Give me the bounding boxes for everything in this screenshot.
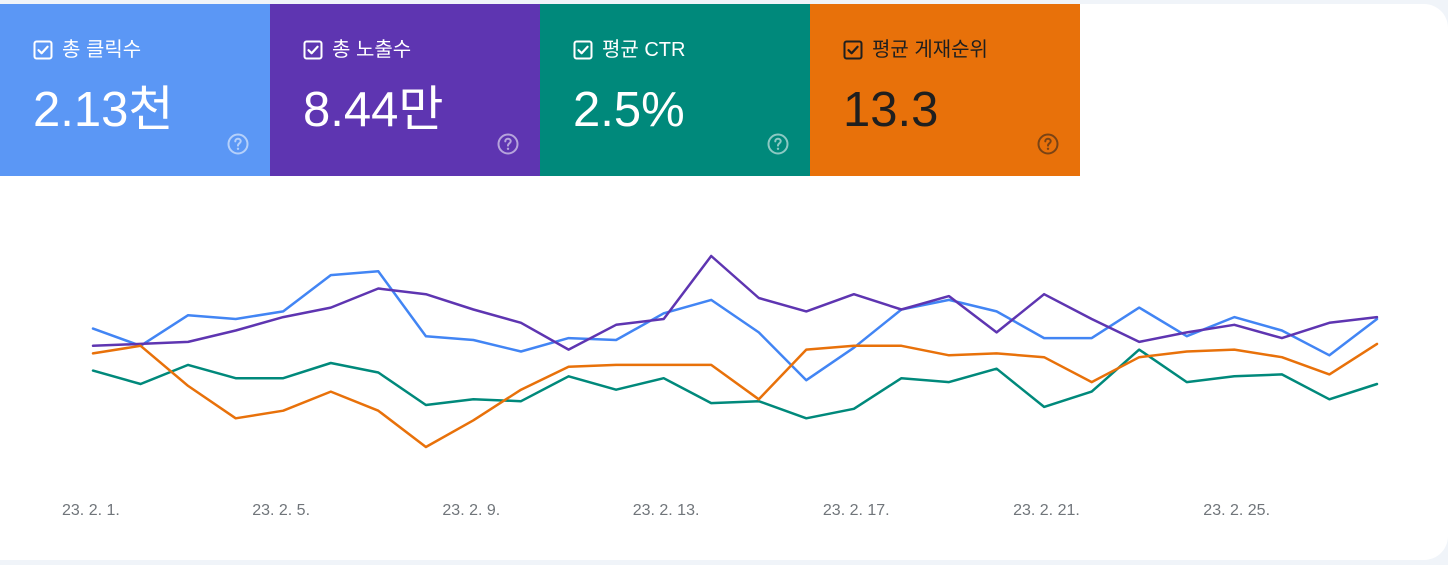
metric-label: 평균 게재순위	[872, 39, 988, 61]
x-tick-label: 23. 2. 9.	[442, 502, 500, 519]
metric-value: 8.44만	[303, 83, 444, 137]
metric-tile-total-impressions[interactable]: 총 노출수 8.44만	[270, 4, 540, 176]
metric-label: 평균 CTR	[602, 39, 686, 61]
metric-value: 2.13천	[33, 83, 174, 137]
metric-label: 총 클릭수	[62, 39, 142, 61]
x-tick-label: 23. 2. 13.	[633, 502, 700, 519]
metric-tile-total-clicks[interactable]: 총 클릭수 2.13천	[0, 4, 270, 176]
help-circle-icon[interactable]	[1036, 132, 1060, 156]
help-circle-icon[interactable]	[496, 132, 520, 156]
metric-tile-average-position[interactable]: 평균 게재순위 13.3	[810, 4, 1080, 176]
x-tick-label: 23. 2. 21.	[1013, 502, 1080, 519]
metric-value: 2.5%	[573, 83, 685, 137]
metric-header: 총 노출수	[303, 38, 411, 62]
x-tick-label: 23. 2. 5.	[252, 502, 310, 519]
help-circle-icon[interactable]	[226, 132, 250, 156]
line-chart: 23. 2. 1. 23. 2. 5. 23. 2. 9. 23. 2. 13. 23.…	[62, 254, 1379, 519]
checkbox-checked-icon[interactable]	[303, 40, 323, 60]
x-tick-label: 23. 2. 1.	[62, 502, 120, 519]
help-circle-icon[interactable]	[766, 132, 790, 156]
metric-header: 평균 CTR	[573, 38, 685, 62]
checkbox-checked-icon[interactable]	[843, 40, 863, 60]
series-line-clicks	[91, 270, 1379, 382]
checkbox-checked-icon[interactable]	[573, 40, 593, 60]
performance-card: 총 클릭수 2.13천 총 노출수 8.44만 평균 CTR 2.5% 평균 게재순위 13.…	[0, 4, 1448, 560]
series-line-position	[91, 342, 1379, 449]
performance-chart: 23. 2. 1. 23. 2. 5. 23. 2. 9. 23. 2. 13. 23.…	[0, 176, 1448, 560]
metric-label: 총 노출수	[332, 39, 412, 61]
metric-header: 총 클릭수	[33, 38, 141, 62]
metric-tiles: 총 클릭수 2.13천 총 노출수 8.44만 평균 CTR 2.5% 평균 게재순위 13.…	[0, 4, 1080, 176]
checkbox-checked-icon[interactable]	[33, 40, 53, 60]
x-tick-label: 23. 2. 25.	[1203, 502, 1270, 519]
metric-tile-average-ctr[interactable]: 평균 CTR 2.5%	[540, 4, 810, 176]
metric-value: 13.3	[843, 83, 939, 137]
metric-header: 평균 게재순위	[843, 38, 988, 62]
series-line-ctr	[91, 348, 1379, 420]
series-line-impressions	[91, 254, 1379, 351]
x-tick-label: 23. 2. 17.	[823, 502, 890, 519]
